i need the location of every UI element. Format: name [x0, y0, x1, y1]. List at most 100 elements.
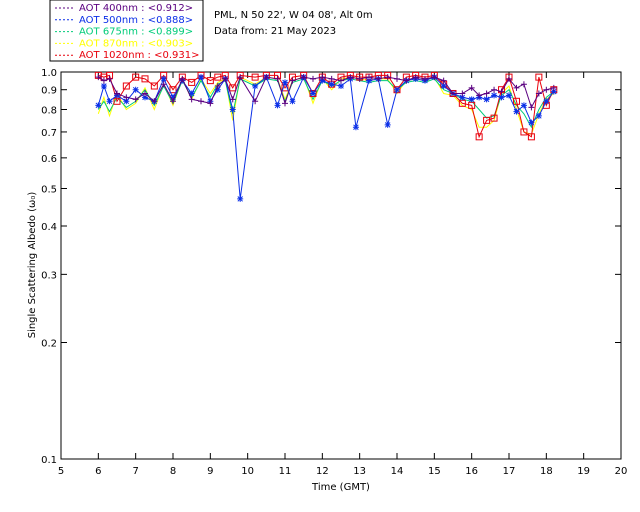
data-point	[100, 77, 107, 84]
x-tick-label: 9	[207, 466, 213, 477]
data-point	[550, 84, 557, 91]
data-point	[237, 74, 244, 81]
data-point	[535, 90, 542, 97]
data-point	[384, 121, 391, 128]
data-point	[528, 119, 535, 126]
x-tick-label: 17	[503, 466, 516, 477]
data-point	[132, 86, 139, 93]
data-point	[142, 90, 148, 97]
data-point	[520, 128, 528, 136]
data-point	[222, 75, 229, 82]
y-tick-label: 0.3	[41, 270, 57, 281]
x-tick-label: 14	[391, 466, 404, 477]
data-point	[160, 81, 167, 88]
data-point	[412, 74, 419, 81]
data-point	[229, 84, 237, 92]
legend: AOT 400nm : <0.912>AOT 500nm : <0.888> AO…	[49, 0, 204, 62]
data-point	[491, 92, 498, 99]
data-point	[468, 96, 475, 103]
data-point	[384, 74, 391, 81]
data-point	[483, 116, 491, 124]
data-point	[468, 84, 475, 91]
data-point	[338, 83, 344, 90]
series-layer	[94, 71, 558, 202]
data-point	[459, 94, 466, 101]
data-point	[274, 75, 281, 82]
site-header: PML, N 50 22', W 04 08', Alt 0m	[214, 10, 373, 21]
data-point	[188, 96, 195, 103]
y-tick-label: 0.5	[41, 184, 57, 195]
x-tick-label: 11	[279, 466, 292, 477]
data-point	[142, 94, 148, 101]
data-point	[95, 102, 102, 109]
series-2	[97, 78, 555, 129]
data-point	[179, 75, 186, 82]
x-tick-label: 5	[58, 466, 64, 477]
data-point	[483, 96, 490, 103]
data-point	[475, 133, 483, 141]
data-point	[319, 74, 326, 81]
x-tick-label: 18	[540, 466, 553, 477]
data-point	[440, 83, 447, 90]
legend-entry: AOT 500nm : <0.888>	[79, 15, 193, 26]
x-tick-label: 12	[316, 466, 329, 477]
x-tick-label: 6	[95, 466, 101, 477]
data-point	[328, 81, 335, 88]
legend-entry: AOT 400nm : <0.912>	[79, 3, 193, 14]
data-point	[498, 94, 505, 101]
data-point	[476, 92, 483, 99]
data-point	[251, 73, 259, 81]
data-point	[300, 74, 307, 81]
y-tick-label: 1.0	[41, 68, 57, 79]
data-point	[491, 86, 498, 93]
data-point	[207, 100, 214, 107]
data-point	[282, 79, 288, 86]
data-point	[459, 90, 466, 97]
series-0	[95, 74, 557, 111]
data-point	[100, 83, 107, 90]
x-tick-label: 20	[615, 466, 628, 477]
data-point	[170, 98, 176, 105]
data-point	[263, 74, 270, 81]
data-point	[252, 98, 259, 105]
series-line	[97, 75, 555, 199]
y-tick-label: 0.1	[41, 455, 57, 466]
data-point	[543, 98, 550, 105]
x-tick-label: 19	[577, 466, 590, 477]
data-point	[282, 100, 288, 107]
x-tick-label: 7	[132, 466, 138, 477]
legend-entry: AOT 870nm : <0.903>	[79, 38, 193, 49]
data-point	[214, 83, 221, 90]
data-point	[328, 75, 335, 82]
data-point	[95, 74, 102, 81]
data-point	[198, 98, 204, 105]
data-point	[310, 90, 316, 97]
data-point	[535, 73, 543, 81]
data-point	[483, 90, 490, 97]
data-point	[550, 88, 557, 95]
y-tick-label: 0.4	[41, 222, 57, 233]
data-point	[252, 83, 259, 90]
legend-box	[49, 0, 204, 62]
x-tick-label: 13	[353, 466, 366, 477]
y-tick-label: 0.8	[41, 106, 57, 117]
data-point	[352, 124, 359, 131]
data-point	[198, 74, 204, 81]
data-point	[132, 96, 139, 103]
data-point	[229, 96, 236, 103]
x-tick-label: 15	[428, 466, 441, 477]
data-point	[289, 77, 296, 84]
date-header: Data from: 21 May 2023	[214, 26, 336, 37]
data-point	[543, 86, 550, 93]
data-point	[132, 73, 140, 81]
legend-entry: AOT 1020nm : <0.931>	[79, 50, 199, 61]
data-point	[229, 106, 236, 113]
data-point	[403, 77, 410, 84]
y-axis-label: Single Scattering Albedo (ω₀)	[27, 192, 38, 339]
data-point	[274, 102, 281, 109]
y-tick-label: 0.7	[41, 128, 57, 139]
data-point	[169, 86, 177, 94]
data-point	[214, 86, 221, 93]
data-point	[170, 94, 176, 101]
